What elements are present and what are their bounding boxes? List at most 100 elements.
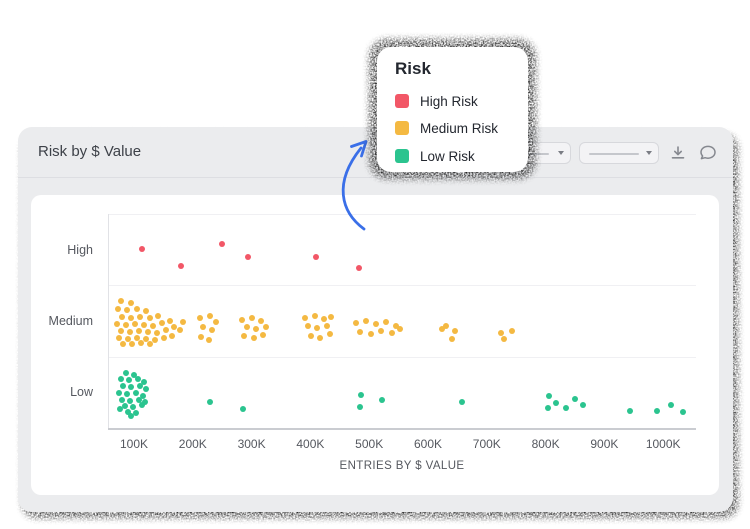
data-point-low[interactable] [116, 406, 123, 413]
data-point-medium[interactable] [118, 328, 125, 334]
data-point-medium[interactable] [146, 315, 153, 321]
data-point-medium[interactable] [249, 315, 256, 321]
data-point-low[interactable] [142, 399, 149, 406]
data-point-medium[interactable] [198, 334, 205, 340]
data-point-medium[interactable] [140, 322, 147, 328]
data-point-medium[interactable] [353, 320, 360, 326]
data-point-medium[interactable] [176, 327, 183, 333]
data-point-medium[interactable] [212, 319, 219, 325]
data-point-medium[interactable] [240, 333, 247, 339]
data-point-low[interactable] [544, 405, 551, 412]
data-point-low[interactable] [580, 402, 587, 409]
data-point-medium[interactable] [179, 319, 186, 325]
data-point-medium[interactable] [113, 321, 120, 327]
data-point-low[interactable] [125, 377, 132, 384]
data-point-medium[interactable] [160, 335, 167, 341]
data-point-medium[interactable] [153, 330, 160, 336]
data-point-medium[interactable] [367, 331, 374, 337]
data-point-medium[interactable] [326, 331, 333, 337]
data-point-medium[interactable] [373, 321, 380, 327]
data-point-low[interactable] [132, 390, 139, 397]
data-point-low[interactable] [563, 405, 570, 412]
data-point-medium[interactable] [305, 323, 312, 329]
data-point-medium[interactable] [327, 314, 334, 320]
data-point-medium[interactable] [356, 329, 363, 335]
data-point-medium[interactable] [363, 318, 370, 324]
data-point-low[interactable] [654, 408, 661, 415]
data-point-medium[interactable] [313, 325, 320, 331]
data-point-medium[interactable] [136, 328, 143, 334]
data-point-low[interactable] [627, 408, 634, 415]
data-point-medium[interactable] [136, 314, 143, 320]
data-point-high[interactable] [313, 253, 320, 260]
data-point-high[interactable] [178, 262, 185, 269]
data-point-medium[interactable] [122, 322, 129, 328]
data-point-medium[interactable] [199, 324, 206, 330]
data-point-medium[interactable] [159, 320, 166, 326]
data-point-low[interactable] [239, 406, 246, 413]
data-point-medium[interactable] [145, 329, 152, 335]
download-button[interactable] [667, 142, 689, 164]
data-point-low[interactable] [667, 402, 674, 409]
data-point-high[interactable] [356, 264, 363, 271]
data-point-medium[interactable] [449, 336, 456, 342]
data-point-medium[interactable] [320, 316, 327, 322]
data-point-medium[interactable] [119, 314, 126, 320]
data-point-medium[interactable] [162, 327, 169, 333]
data-point-high[interactable] [219, 240, 226, 247]
data-point-medium[interactable] [452, 328, 459, 334]
legend-item-high-risk[interactable]: High Risk [395, 93, 478, 109]
data-point-medium[interactable] [118, 298, 125, 304]
legend-item-low-risk[interactable]: Low Risk [395, 148, 475, 164]
data-point-medium[interactable] [396, 326, 403, 332]
data-point-medium[interactable] [258, 318, 264, 324]
data-point-high[interactable] [139, 245, 146, 252]
data-point-medium[interactable] [166, 318, 173, 324]
data-point-medium[interactable] [383, 319, 390, 325]
data-point-medium[interactable] [250, 335, 257, 341]
data-point-medium[interactable] [138, 340, 145, 346]
data-point-low[interactable] [546, 393, 553, 400]
data-point-low[interactable] [142, 386, 149, 393]
data-point-medium[interactable] [323, 323, 330, 329]
data-point-medium[interactable] [142, 308, 149, 314]
data-point-medium[interactable] [128, 300, 135, 306]
data-point-low[interactable] [128, 413, 135, 420]
data-point-medium[interactable] [115, 335, 122, 341]
data-point-medium[interactable] [316, 335, 323, 341]
data-point-medium[interactable] [209, 327, 216, 333]
data-point-medium[interactable] [129, 341, 136, 347]
data-point-medium[interactable] [206, 337, 213, 343]
data-point-medium[interactable] [149, 323, 156, 329]
data-point-low[interactable] [356, 404, 363, 411]
data-point-medium[interactable] [126, 329, 133, 335]
data-point-medium[interactable] [119, 341, 126, 347]
data-point-medium[interactable] [132, 321, 139, 327]
data-point-low[interactable] [115, 390, 122, 397]
data-point-medium[interactable] [307, 333, 314, 339]
data-point-medium[interactable] [115, 306, 122, 312]
legend-item-medium-risk[interactable]: Medium Risk [395, 120, 498, 136]
data-point-medium[interactable] [253, 326, 260, 332]
data-point-medium[interactable] [302, 315, 309, 321]
data-point-low[interactable] [572, 396, 578, 403]
data-point-low[interactable] [379, 397, 386, 404]
data-point-low[interactable] [136, 383, 143, 390]
data-point-low[interactable] [118, 376, 125, 383]
data-point-low[interactable] [123, 391, 130, 398]
data-point-low[interactable] [119, 383, 126, 390]
data-point-medium[interactable] [206, 313, 213, 319]
data-point-low[interactable] [459, 399, 466, 406]
data-point-medium[interactable] [146, 341, 153, 347]
data-point-low[interactable] [680, 409, 687, 416]
data-point-low[interactable] [128, 384, 135, 391]
data-point-low[interactable] [553, 400, 560, 407]
filter-dropdown-2[interactable] [579, 142, 659, 164]
data-point-medium[interactable] [196, 315, 203, 321]
data-point-medium[interactable] [263, 324, 270, 330]
data-point-medium[interactable] [443, 323, 450, 329]
data-point-medium[interactable] [239, 317, 246, 323]
comment-button[interactable] [697, 142, 719, 164]
data-point-medium[interactable] [169, 333, 176, 339]
data-point-medium[interactable] [389, 330, 396, 336]
